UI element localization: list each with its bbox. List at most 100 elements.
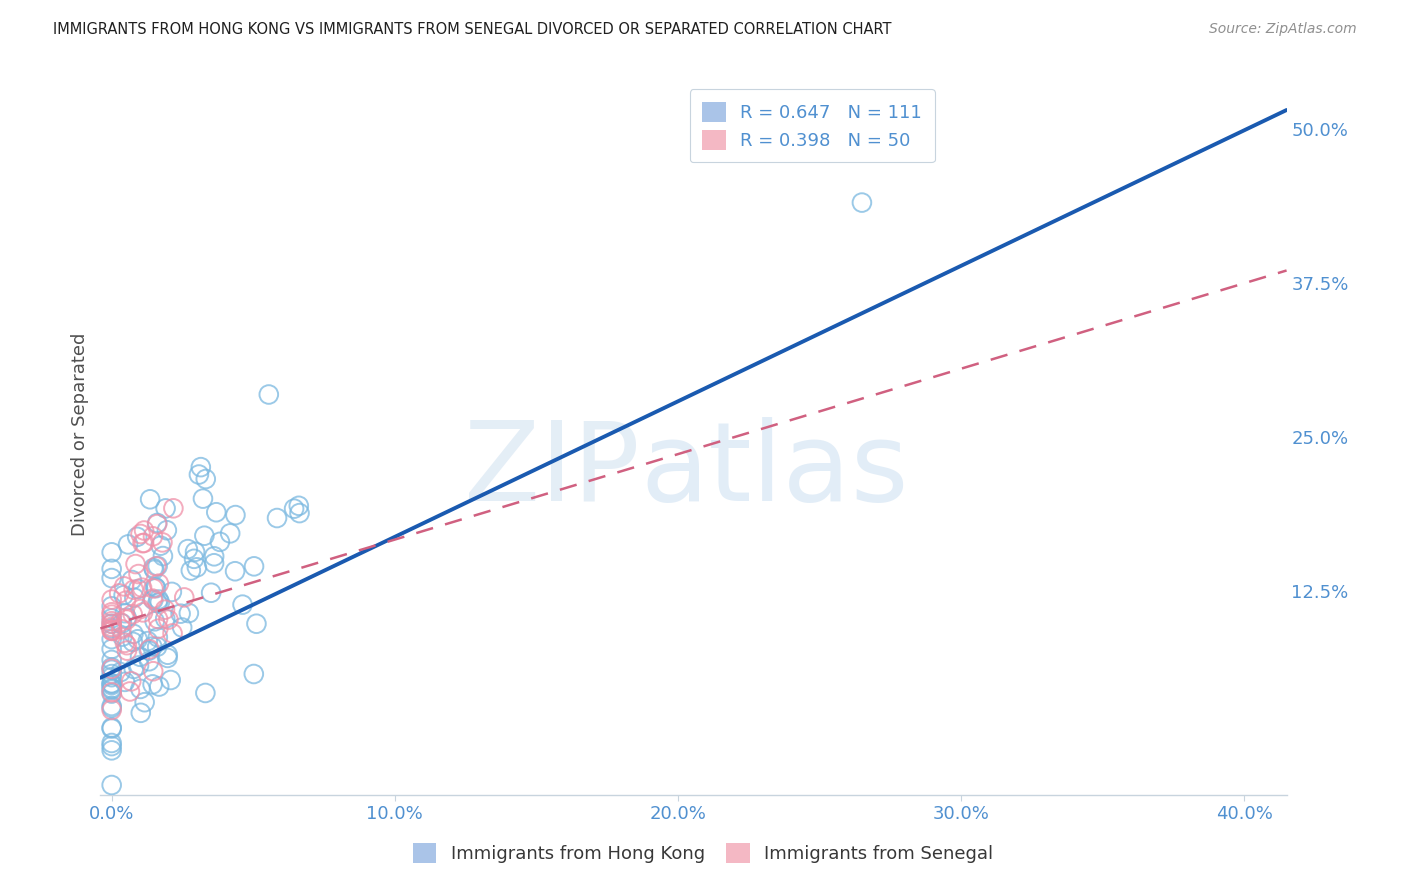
Point (120, 674, 142, 689)
Point (100, 660, 122, 674)
Point (142, 665, 165, 679)
Point (146, 630, 169, 644)
Point (146, 596, 169, 610)
Point (100, 607, 122, 622)
Point (186, 560, 208, 574)
Point (110, 622, 132, 636)
Point (142, 592, 165, 607)
Point (100, 721, 122, 735)
Point (156, 648, 179, 662)
Point (138, 642, 160, 657)
Point (156, 651, 179, 665)
Point (152, 549, 174, 563)
Point (243, 559, 266, 574)
Point (100, 614, 122, 628)
Point (194, 472, 217, 486)
Point (121, 635, 143, 649)
Point (100, 681, 122, 696)
Y-axis label: Divorced or Separated: Divorced or Separated (72, 333, 89, 536)
Point (145, 559, 167, 574)
Point (288, 506, 311, 520)
Point (100, 670, 122, 684)
Point (146, 516, 169, 530)
Point (100, 701, 122, 715)
Point (100, 653, 122, 667)
Point (146, 559, 169, 574)
Point (129, 527, 152, 541)
Point (156, 523, 179, 537)
Point (115, 593, 138, 607)
Point (117, 537, 139, 551)
Point (112, 588, 135, 602)
Point (128, 658, 150, 673)
Point (205, 505, 228, 519)
Point (100, 611, 122, 625)
Point (110, 665, 132, 680)
Point (143, 563, 166, 577)
Point (138, 654, 160, 668)
Point (132, 536, 155, 550)
Point (257, 387, 280, 401)
Point (148, 576, 170, 591)
Point (100, 620, 122, 634)
Point (266, 511, 288, 525)
Point (172, 620, 194, 634)
Point (155, 501, 177, 516)
Point (100, 722, 122, 736)
Legend: Immigrants from Hong Kong, Immigrants from Senegal: Immigrants from Hong Kong, Immigrants fr… (404, 834, 1002, 872)
Point (142, 529, 165, 543)
Point (100, 703, 122, 717)
Legend: R = 0.647   N = 111, R = 0.398   N = 50: R = 0.647 N = 111, R = 0.398 N = 50 (689, 89, 935, 162)
Point (177, 542, 200, 557)
Point (127, 567, 149, 582)
Point (100, 743, 122, 757)
Point (146, 640, 169, 654)
Point (100, 605, 122, 619)
Point (288, 499, 311, 513)
Point (283, 501, 305, 516)
Point (138, 643, 160, 657)
Point (184, 545, 207, 559)
Point (100, 642, 122, 657)
Point (243, 667, 266, 681)
Point (146, 517, 169, 532)
Text: atlas: atlas (640, 417, 908, 524)
Point (143, 615, 166, 629)
Point (162, 501, 184, 516)
Point (114, 606, 136, 620)
Point (121, 573, 143, 587)
Point (122, 627, 145, 641)
Point (131, 536, 153, 550)
Point (202, 556, 225, 570)
Point (115, 610, 138, 624)
Point (100, 778, 122, 792)
Point (121, 607, 143, 621)
Text: Source: ZipAtlas.com: Source: ZipAtlas.com (1209, 22, 1357, 37)
Point (132, 606, 155, 620)
Point (194, 686, 217, 700)
Point (149, 539, 172, 553)
Point (148, 592, 170, 607)
Point (142, 677, 165, 691)
Point (187, 467, 209, 482)
Point (111, 616, 134, 631)
Point (100, 545, 122, 559)
Point (157, 613, 180, 627)
Point (100, 571, 122, 585)
Point (100, 667, 122, 681)
Point (100, 623, 122, 637)
Point (129, 681, 152, 696)
Point (131, 581, 153, 595)
Point (127, 582, 149, 596)
Point (101, 624, 124, 638)
Point (111, 630, 134, 644)
Point (183, 551, 205, 566)
Point (100, 739, 122, 753)
Point (100, 632, 122, 647)
Point (100, 592, 122, 607)
Point (100, 662, 122, 676)
Point (118, 684, 141, 698)
Point (129, 649, 152, 664)
Point (100, 599, 122, 614)
Point (108, 586, 131, 600)
